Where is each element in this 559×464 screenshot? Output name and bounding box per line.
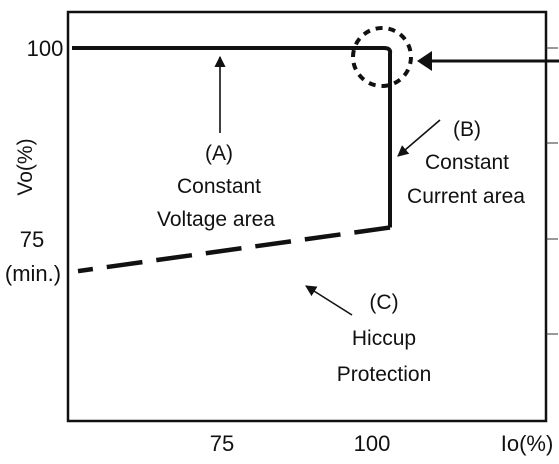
y-tick-label-75: 75 bbox=[20, 227, 44, 252]
annotation-c-line-1: (C) bbox=[369, 291, 398, 314]
annotation-c: (C) Hiccup Protection bbox=[337, 291, 432, 386]
annotation-a-line-3: Voltage area bbox=[157, 208, 275, 231]
annotation-c-line-3: Protection bbox=[337, 363, 432, 386]
right-axis-ticks bbox=[546, 47, 558, 335]
x-axis-label: Io(%) bbox=[501, 431, 554, 456]
y-tick-sublabel-min: (min.) bbox=[5, 261, 61, 286]
x-tick-label-75: 75 bbox=[210, 431, 234, 456]
constant-voltage-line bbox=[72, 46, 393, 228]
annotation-c-line-2: Hiccup bbox=[352, 327, 416, 350]
x-tick-label-100: 100 bbox=[354, 431, 391, 456]
annotation-a: (A) Constant Voltage area bbox=[157, 142, 275, 231]
y-axis-label: Vo(%) bbox=[14, 138, 37, 195]
annotation-b-line-3: Current area bbox=[407, 185, 525, 208]
y-tick-label-100: 100 bbox=[27, 36, 64, 61]
annotation-b-line-1: (B) bbox=[453, 118, 481, 141]
hiccup-protection-line bbox=[77, 225, 391, 274]
knee-highlight-circle bbox=[351, 26, 413, 88]
annotation-a-line-2: Constant bbox=[177, 175, 261, 198]
annotation-b-line-2: Constant bbox=[425, 151, 509, 174]
annotation-a-line-1: (A) bbox=[205, 142, 233, 165]
annotation-b: (B) Constant Current area bbox=[407, 118, 525, 208]
plot-frame bbox=[66, 10, 548, 423]
knee-pointer-arrowhead bbox=[417, 51, 432, 71]
annotation-c-arrow bbox=[305, 285, 353, 316]
annotation-b-arrow bbox=[397, 119, 441, 157]
